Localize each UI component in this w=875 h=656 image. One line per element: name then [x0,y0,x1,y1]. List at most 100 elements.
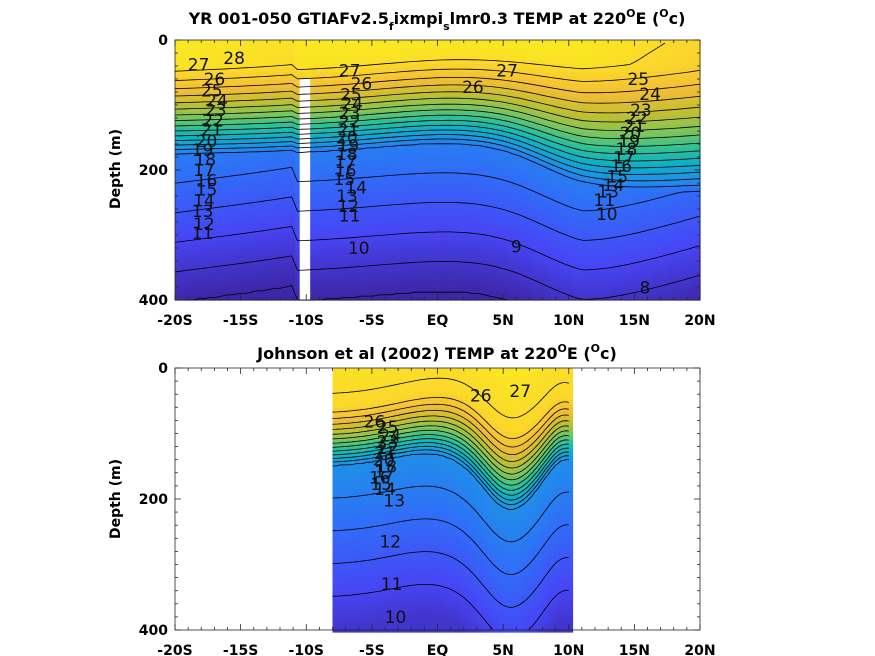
contour-label: 17 [193,161,215,181]
contour-label: 23 [205,101,227,121]
contour-label: 13 [597,183,619,203]
contour-label: 22 [339,112,361,132]
contour-label: 20 [196,132,218,152]
contour-line [332,377,569,419]
contour-label: 11 [381,575,403,595]
chart-title-bottom: Johnson et al (2002) TEMP at 220OE (Oc) [256,342,617,363]
contour-label: 14 [345,179,367,199]
contour-label: 17 [335,153,357,173]
x-tick-label: 20N [684,643,715,656]
y-axis-label-top: Depth (m) [108,129,124,209]
contour-line [174,166,701,212]
contour-label: 26 [470,387,492,407]
contour-label: 10 [348,239,370,259]
contour-label: 20 [336,129,358,149]
contour-line [332,438,569,491]
contour-label: 26 [462,78,484,98]
contour-line [332,403,569,448]
contour-line [332,485,569,543]
contour-label: 24 [639,85,661,105]
contour-label: 11 [192,224,214,244]
contour-labels-top: 2827262524232221201918171615141312112726… [188,49,661,298]
contour-label: 25 [377,418,399,438]
contour-line [174,77,701,94]
contour-label: 26 [204,70,226,90]
x-tick-label: 10N [553,313,584,329]
contour-label: 19 [618,132,640,152]
tick-marks-top [174,39,701,301]
contour-line [174,124,701,162]
contour-label: 15 [333,170,355,190]
contour-label: 14 [374,480,396,500]
contour-line [174,129,701,169]
contour-line [174,114,701,147]
x-tick-label: -5S [359,643,385,656]
contour-label: 27 [339,62,361,82]
tick-marks-bottom [174,367,701,631]
contour-label: 23 [339,104,361,124]
contour-label: 26 [364,413,386,433]
contour-label: 24 [341,95,363,115]
contour-line [332,518,569,576]
x-tick-label: 5N [492,313,513,329]
y-axis-label-bottom: Depth (m) [108,459,124,539]
contour-line [332,453,569,510]
x-tick-label: 5N [492,643,513,656]
contour-line [174,196,701,241]
contour-label: 20 [373,451,395,471]
contour-label: 16 [610,157,632,177]
contour-label: 28 [223,49,245,69]
contour-label: 18 [194,151,216,171]
x-tick-label: 20N [684,313,715,329]
contour-line [332,584,493,630]
contour-label: 25 [201,82,223,102]
contour-line [174,134,701,175]
y-tick-label: 400 [139,623,168,639]
contour-label: 23 [630,101,652,121]
contour-label: 13 [336,187,358,207]
contour-label: 11 [593,191,615,211]
contour-line [332,409,569,456]
contour-label: 21 [624,117,646,137]
contour-line [174,103,701,132]
contour-label: 18 [336,145,358,165]
contour-line [332,449,569,506]
y-tick-label: 0 [158,33,168,49]
contour-label: 10 [596,205,618,225]
contour-label: 25 [627,70,649,90]
contour-label: 24 [206,92,228,112]
missing-data-gap [299,79,311,300]
contour-label: 19 [192,141,214,161]
contour-label: 22 [626,109,648,129]
contour-line [174,119,701,155]
contour-label: 16 [369,468,391,488]
contour-label: 14 [193,192,215,212]
contour-line [174,68,701,82]
contour-label: 15 [370,475,392,495]
contour-label: 8 [639,279,650,299]
contour-label: 11 [339,207,361,227]
contour-line [174,143,701,188]
contour-line [332,445,569,501]
x-tick-label: -10S [289,643,324,656]
x-tick-label: EQ [427,643,449,656]
contour-line [174,84,701,104]
contour-label: 21 [337,121,359,141]
contour-line [332,415,569,463]
contour-line [174,109,701,140]
x-tick-label: 15N [619,313,650,329]
contour-label: 27 [509,382,531,402]
contour-label: 24 [379,427,401,447]
contour-label: 27 [496,62,518,82]
contour-label: 15 [606,168,628,188]
contour-line [174,91,701,114]
contour-label: 12 [193,215,215,235]
contour-line [332,429,569,481]
contour-lines-bottom [332,377,569,630]
contour-label: 12 [379,533,401,553]
contour-line [174,255,701,300]
panel-bottom: Johnson et al (2002) TEMP at 220OE (Oc) … [108,342,716,656]
contour-line [529,589,569,630]
contour-label: 15 [196,181,218,201]
